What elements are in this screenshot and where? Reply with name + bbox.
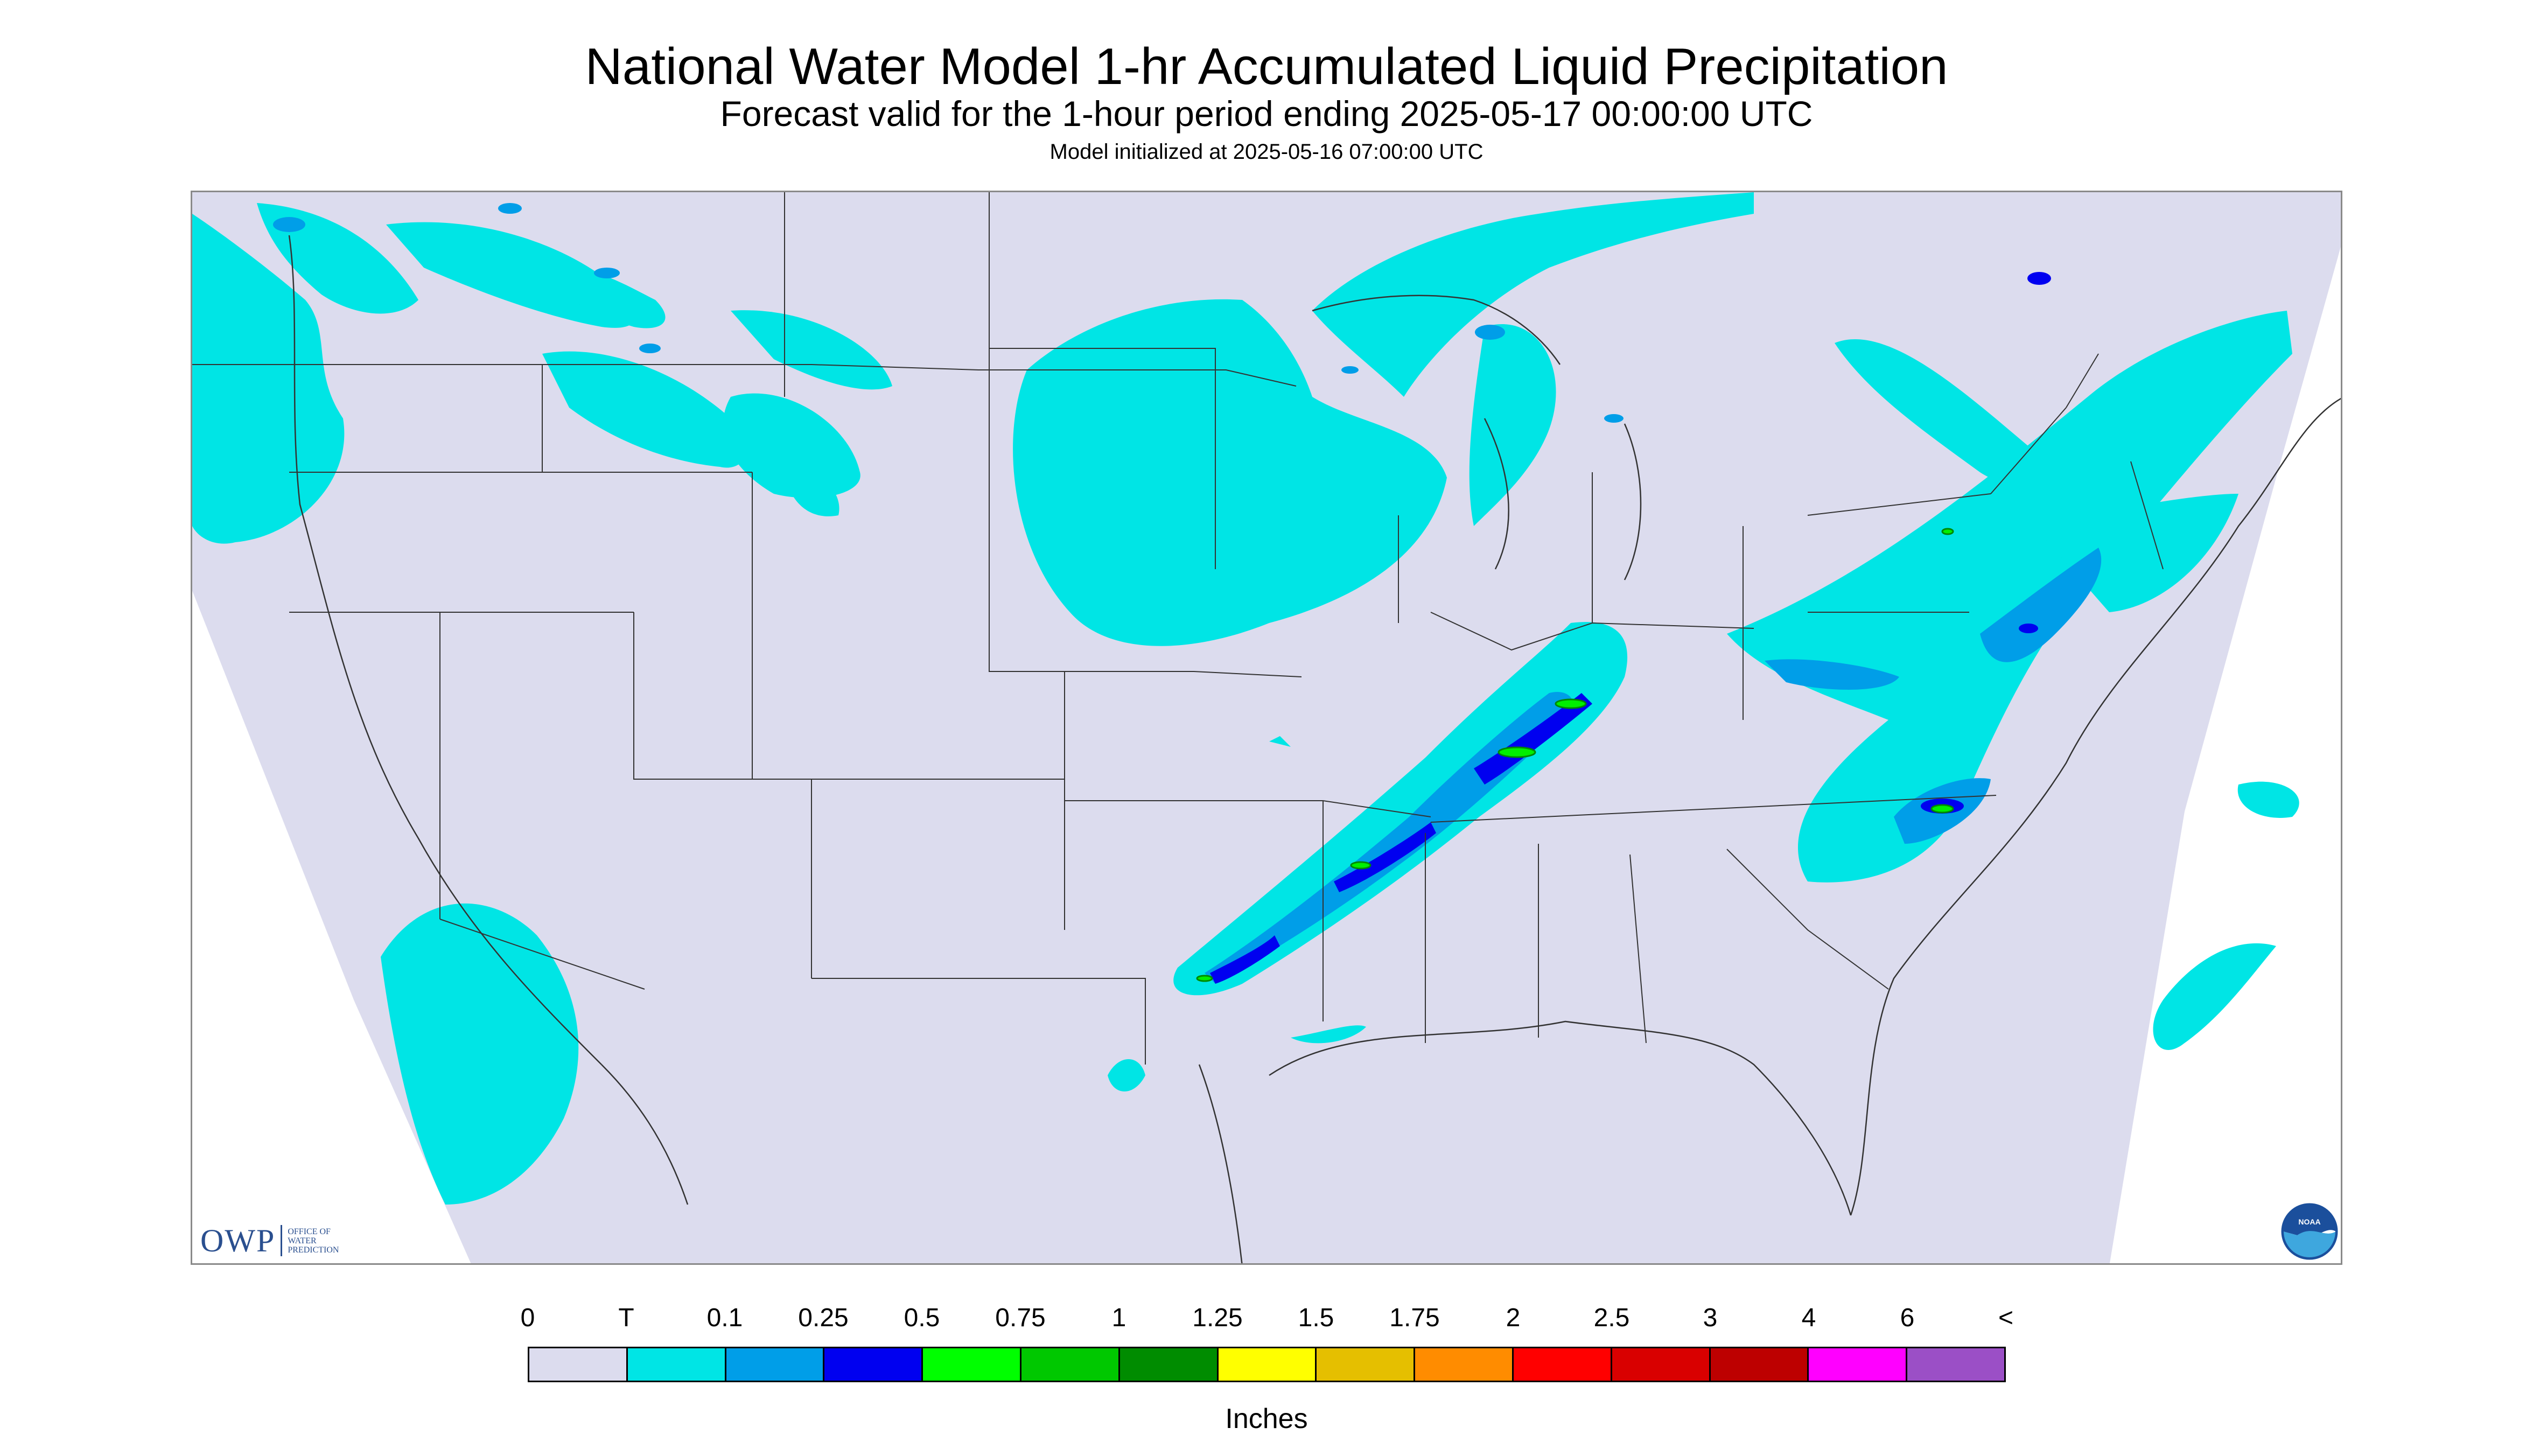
legend-swatch-7 <box>1218 1348 1317 1381</box>
precip-upper-midwest-blue <box>1341 325 1624 423</box>
legend-label-4: 0.5 <box>904 1304 940 1332</box>
legend-swatch-3 <box>824 1348 923 1381</box>
precip-frontal-band-heavy <box>1196 698 1587 982</box>
legend-label-1: T <box>618 1304 634 1332</box>
legend-swatch-4 <box>923 1348 1021 1381</box>
legend-swatch-12 <box>1710 1348 1809 1381</box>
legend-swatch-11 <box>1612 1348 1711 1381</box>
legend-swatch-9 <box>1415 1348 1514 1381</box>
owp-logo-text: OFFICE OF WATER PREDICTION <box>288 1227 339 1255</box>
coastlines <box>288 235 2341 1263</box>
model-init-label: Model initialized at 2025-05-16 07:00:00… <box>1049 140 1484 164</box>
precip-frontal-band <box>1173 622 1628 996</box>
legend-swatch-0 <box>529 1348 628 1381</box>
owp-logo: OWP OFFICE OF WATER PREDICTION <box>200 1223 339 1258</box>
noaa-logo: NOAA <box>2281 1203 2338 1260</box>
legend-label-6: 1 <box>1111 1304 1126 1332</box>
legend-labels: 0 T 0.1 0.25 0.5 0.75 1 1.25 1.5 1.75 2 2.5 3 4 6 < <box>0 1303 2533 1335</box>
noaa-logo-text: NOAA <box>2298 1217 2320 1226</box>
legend-label-15: < <box>1998 1304 2014 1332</box>
legend-swatch-6 <box>1119 1348 1219 1381</box>
legend-swatch-1 <box>627 1348 726 1381</box>
precip-pacific-northwest <box>192 203 892 544</box>
legend-swatch-14 <box>1907 1348 2004 1381</box>
precip-atlantic <box>1108 781 2299 1091</box>
map-canvas <box>192 192 2341 1263</box>
legend-swatch-8 <box>1317 1348 1416 1381</box>
legend-colorbar <box>528 1347 2006 1382</box>
legend-label-11: 2.5 <box>1593 1304 1630 1332</box>
owp-logo-mark: OWP <box>200 1222 276 1258</box>
legend-label-7: 1.25 <box>1192 1304 1243 1332</box>
legend-label-0: 0 <box>520 1304 535 1332</box>
legend-swatch-13 <box>1809 1348 1908 1381</box>
legend-swatch-2 <box>726 1348 825 1381</box>
legend-label-9: 1.75 <box>1389 1304 1440 1332</box>
precip-northeast-heavy <box>1930 528 1954 814</box>
legend-label-14: 6 <box>1900 1304 1915 1332</box>
precip-upper-midwest <box>1013 192 1754 646</box>
map-title: National Water Model 1-hr Accumulated Li… <box>585 38 1948 95</box>
legend-swatch-5 <box>1021 1348 1120 1381</box>
legend-label-10: 2 <box>1506 1304 1521 1332</box>
legend-label-12: 3 <box>1703 1304 1718 1332</box>
legend-label-5: 0.75 <box>995 1304 1046 1332</box>
legend-label-13: 4 <box>1801 1304 1816 1332</box>
precip-frontal-band-core <box>1210 693 1592 984</box>
owp-logo-divider <box>281 1225 283 1256</box>
precip-pacific-northwest-blue <box>273 203 661 353</box>
precipitation-map <box>191 191 2342 1265</box>
legend-label-8: 1.5 <box>1298 1304 1334 1332</box>
precip-california <box>381 903 579 1205</box>
state-borders <box>192 192 2164 1065</box>
legend-units: Inches <box>1225 1403 1308 1434</box>
legend-label-3: 0.25 <box>798 1304 849 1332</box>
legend-label-2: 0.1 <box>706 1304 743 1332</box>
legend-swatch-10 <box>1513 1348 1612 1381</box>
forecast-valid-subtitle: Forecast valid for the 1-hour period end… <box>720 94 1813 134</box>
